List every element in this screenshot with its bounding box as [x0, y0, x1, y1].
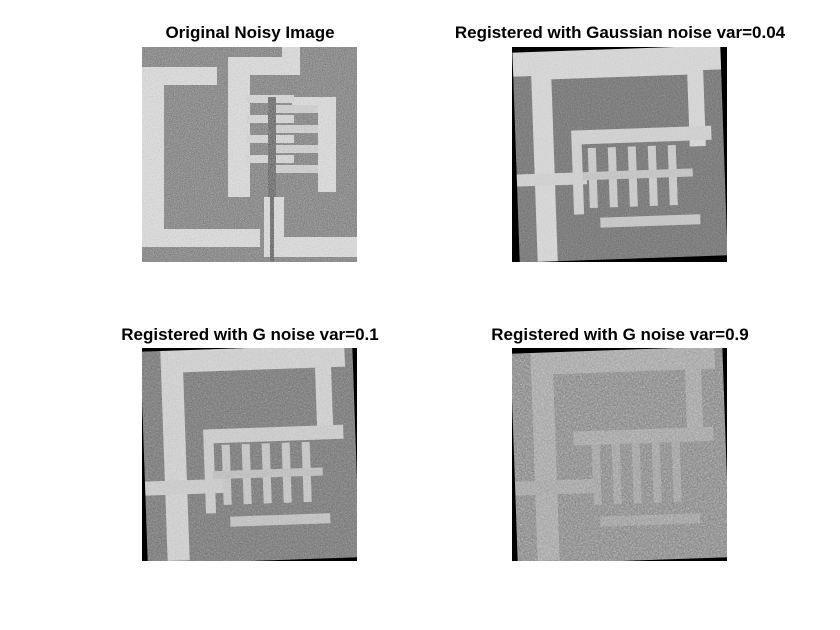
- registered-image-var-09: [512, 348, 727, 561]
- panel-title-var-09: Registered with G noise var=0.9: [491, 325, 749, 344]
- panel-title-var-01: Registered with G noise var=0.1: [121, 325, 379, 344]
- panel-title-var-004: Registered with Gaussian noise var=0.04: [454, 23, 786, 42]
- panel-title-original: Original Noisy Image: [165, 23, 335, 42]
- original-noisy-image: [142, 47, 357, 262]
- registered-image-var-004: [512, 47, 727, 262]
- registered-image-var-01: [142, 348, 357, 561]
